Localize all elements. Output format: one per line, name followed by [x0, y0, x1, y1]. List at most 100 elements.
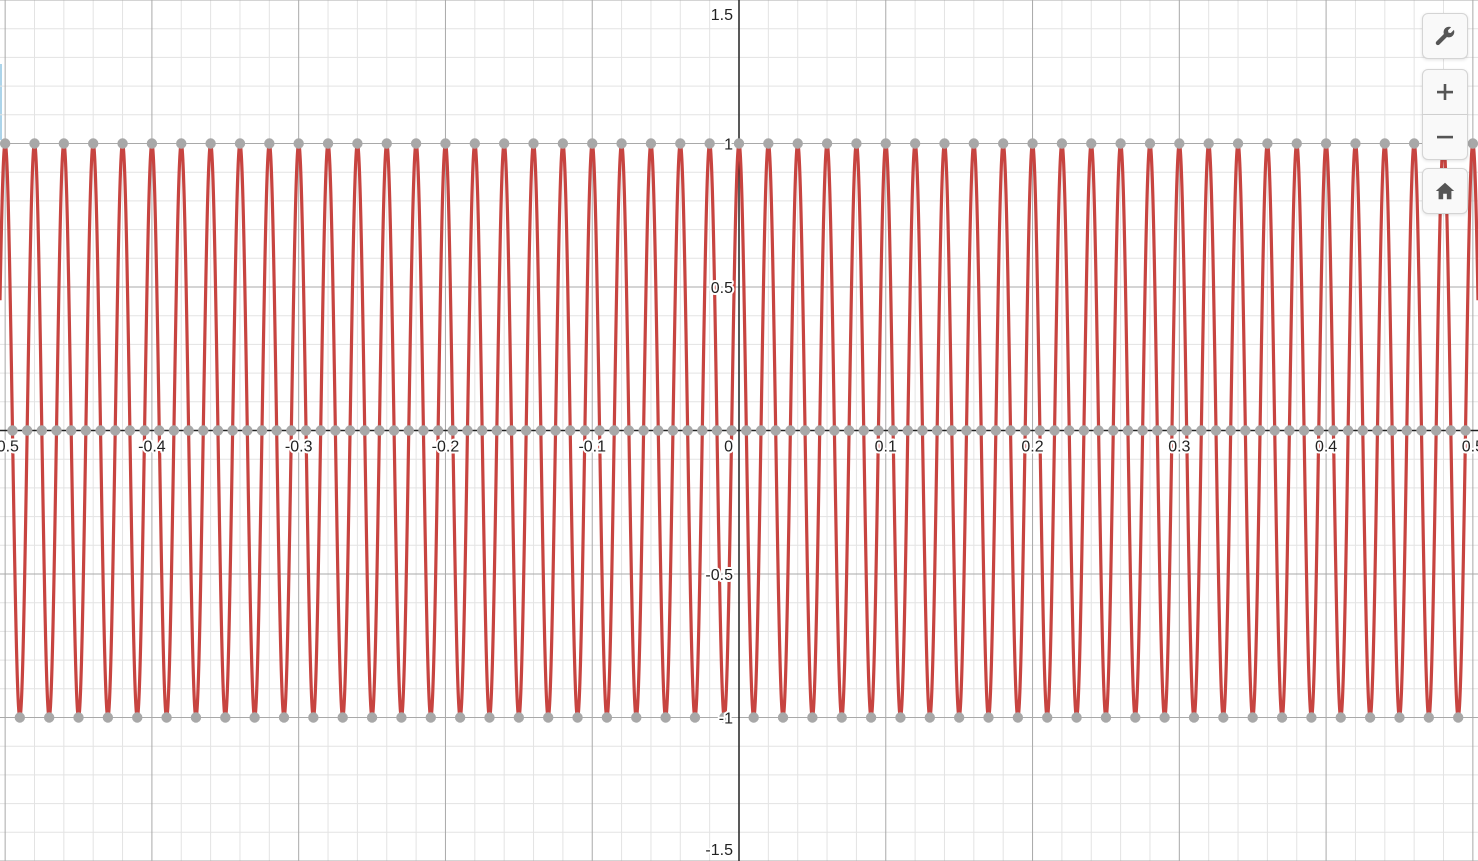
maximum-point[interactable] — [968, 138, 980, 149]
zero-point[interactable] — [447, 425, 458, 436]
maximum-point[interactable] — [146, 138, 158, 149]
zero-point[interactable] — [110, 425, 121, 436]
minimum-point[interactable] — [807, 712, 818, 723]
zero-point[interactable] — [1064, 425, 1075, 436]
zoom-out-button[interactable] — [1422, 115, 1468, 160]
zero-point[interactable] — [931, 425, 943, 436]
zero-point[interactable] — [139, 425, 150, 436]
maximum-point[interactable] — [0, 138, 11, 149]
zero-point[interactable] — [418, 425, 429, 436]
maximum-point[interactable] — [410, 138, 422, 149]
zero-point[interactable] — [1122, 425, 1134, 436]
zero-point[interactable] — [609, 425, 620, 436]
minimum-point[interactable] — [73, 712, 84, 723]
maximum-point[interactable] — [1115, 138, 1126, 149]
zero-point[interactable] — [741, 425, 752, 436]
zero-point[interactable] — [697, 425, 708, 436]
zero-point[interactable] — [1034, 425, 1046, 436]
zero-point[interactable] — [432, 425, 444, 436]
zero-point[interactable] — [1005, 425, 1016, 436]
maximum-point[interactable] — [1291, 138, 1302, 149]
zero-point[interactable] — [653, 425, 664, 436]
zero-point[interactable] — [462, 425, 473, 436]
minimum-point[interactable] — [102, 712, 114, 723]
zero-point[interactable] — [814, 425, 825, 436]
minimum-point[interactable] — [983, 712, 994, 723]
minimum-point[interactable] — [1071, 712, 1082, 723]
zero-point[interactable] — [858, 425, 869, 436]
zero-point[interactable] — [975, 425, 987, 436]
zero-point[interactable] — [594, 425, 605, 436]
maximum-point[interactable] — [675, 138, 686, 149]
maximum-point[interactable] — [381, 138, 392, 149]
zero-point[interactable] — [286, 425, 297, 436]
zero-point[interactable] — [1401, 425, 1413, 436]
maximum-point[interactable] — [821, 138, 833, 149]
maximum-point[interactable] — [29, 138, 40, 149]
minimum-point[interactable] — [1042, 712, 1053, 723]
maximum-point[interactable] — [1350, 138, 1361, 149]
zero-point[interactable] — [80, 425, 92, 436]
maximum-point[interactable] — [1203, 138, 1214, 149]
zero-point[interactable] — [1342, 425, 1354, 436]
zero-point[interactable] — [1049, 425, 1060, 436]
default-viewport-button[interactable] — [1422, 168, 1468, 214]
zero-point[interactable] — [1254, 425, 1266, 436]
minimum-point[interactable] — [1130, 712, 1141, 723]
zero-point[interactable] — [1137, 425, 1148, 436]
zero-point[interactable] — [1093, 425, 1104, 436]
zero-point[interactable] — [36, 425, 48, 436]
minimum-point[interactable] — [572, 712, 583, 723]
zero-point[interactable] — [1210, 425, 1222, 436]
zero-point[interactable] — [330, 425, 341, 436]
zero-point[interactable] — [403, 425, 414, 436]
zero-point[interactable] — [520, 425, 532, 436]
maximum-point[interactable] — [939, 138, 950, 149]
maximum-point[interactable] — [792, 138, 803, 149]
minimum-point[interactable] — [1159, 712, 1170, 723]
zero-point[interactable] — [667, 425, 679, 436]
graph-settings-button[interactable] — [1422, 13, 1468, 59]
minimum-point[interactable] — [132, 712, 143, 723]
zero-point[interactable] — [374, 425, 385, 436]
zero-point[interactable] — [829, 425, 840, 436]
zero-point[interactable] — [726, 425, 737, 436]
zero-point[interactable] — [388, 425, 400, 436]
maximum-point[interactable] — [205, 138, 216, 149]
zero-point[interactable] — [770, 425, 781, 436]
zero-point[interactable] — [887, 425, 899, 436]
minimum-point[interactable] — [953, 712, 965, 723]
maximum-point[interactable] — [909, 138, 921, 149]
maximum-point[interactable] — [645, 138, 657, 149]
zero-point[interactable] — [565, 425, 576, 436]
zero-point[interactable] — [1269, 425, 1280, 436]
minimum-point[interactable] — [689, 712, 701, 723]
zero-point[interactable] — [95, 425, 106, 436]
maximum-point[interactable] — [528, 138, 539, 149]
zero-point[interactable] — [1225, 425, 1236, 436]
minimum-point[interactable] — [43, 712, 55, 723]
zero-point[interactable] — [198, 425, 209, 436]
maximum-point[interactable] — [616, 138, 627, 149]
maximum-point[interactable] — [322, 138, 334, 149]
zero-point[interactable] — [491, 425, 503, 436]
zero-point[interactable] — [902, 425, 913, 436]
maximum-point[interactable] — [234, 138, 246, 149]
maximum-point[interactable] — [997, 138, 1009, 149]
maximum-point[interactable] — [1262, 138, 1273, 149]
zero-point[interactable] — [300, 425, 312, 436]
zero-point[interactable] — [946, 425, 958, 436]
maximum-point[interactable] — [264, 138, 275, 149]
zero-point[interactable] — [51, 425, 62, 436]
minimum-point[interactable] — [1306, 712, 1317, 723]
maximum-point[interactable] — [293, 138, 304, 149]
maximum-point[interactable] — [763, 138, 774, 149]
minimum-point[interactable] — [337, 712, 348, 723]
zero-point[interactable] — [1108, 425, 1119, 436]
maximum-point[interactable] — [880, 138, 891, 149]
zero-point[interactable] — [550, 425, 561, 436]
zero-point[interactable] — [638, 425, 649, 436]
minimum-point[interactable] — [220, 712, 231, 723]
maximum-point[interactable] — [1056, 138, 1068, 149]
minimum-point[interactable] — [513, 712, 525, 723]
